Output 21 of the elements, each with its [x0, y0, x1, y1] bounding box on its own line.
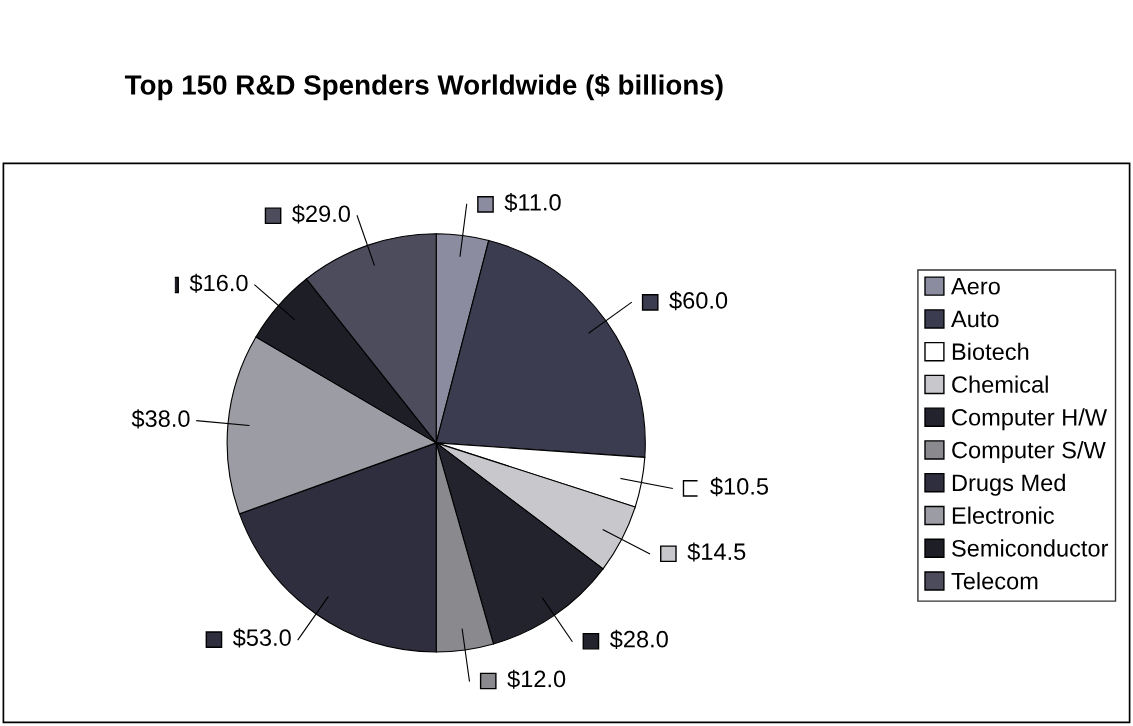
- data-label: $14.5: [687, 542, 746, 562]
- chart-title: Top 150 R&D Spenders Worldwide ($ billions): [124, 73, 723, 101]
- data-label: $10.5: [710, 477, 769, 497]
- legend-label: Aero: [951, 278, 1000, 295]
- legend-label: Chemical: [952, 375, 1048, 393]
- data-label: $28.0: [609, 629, 668, 649]
- data-label: $11.0: [504, 192, 561, 213]
- legend-label: Drugs Med: [952, 473, 1065, 496]
- legend-label: Computer H/W: [952, 408, 1108, 431]
- legend-label: Auto: [951, 310, 999, 328]
- data-label: $38.0: [131, 409, 190, 429]
- legend-label: Computer S/W: [952, 441, 1106, 464]
- legend-label: Semiconductor: [952, 539, 1109, 557]
- data-label: $53.0: [232, 628, 291, 648]
- legend-label: Electronic: [952, 506, 1055, 524]
- legend-label: Telecom: [951, 572, 1038, 590]
- data-label: $60.0: [669, 291, 728, 311]
- legend-label: Biotech: [952, 342, 1029, 361]
- data-label: $29.0: [292, 204, 350, 224]
- data-label: $12.0: [507, 669, 566, 689]
- data-label: $16.0: [189, 273, 248, 293]
